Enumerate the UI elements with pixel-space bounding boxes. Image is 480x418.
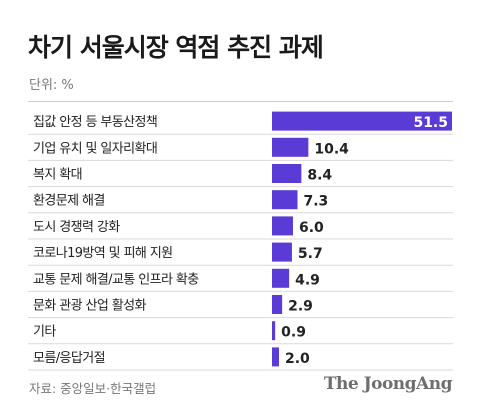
category-label: 문화 관광 산업 활성화	[33, 299, 146, 314]
unit-label: 단위: %	[29, 78, 74, 93]
source-note: 자료: 중앙일보·한국갤럽	[29, 381, 157, 396]
bar	[272, 242, 292, 262]
category-label: 코로나19방역 및 피해 지원	[33, 246, 173, 261]
category-label: 기타	[33, 325, 56, 340]
category-label: 집값 안정 등 부동산정책	[33, 115, 157, 130]
bar	[272, 164, 302, 183]
bar	[272, 347, 279, 367]
value-label: 0.9	[281, 325, 306, 341]
value-label: 2.9	[288, 299, 313, 315]
bar	[272, 295, 283, 314]
bar	[272, 321, 276, 341]
value-label: 5.7	[298, 246, 323, 262]
category-label: 도시 경쟁력 강화	[33, 220, 120, 235]
category-label: 교통 문제 해결/교통 인프라 확충	[33, 272, 199, 287]
value-label: 4.9	[295, 272, 320, 288]
bar	[272, 137, 309, 157]
category-label: 복지 확대	[33, 168, 82, 183]
top-divider	[28, 101, 453, 102]
bar	[272, 268, 290, 288]
value-label: 51.5	[413, 115, 448, 131]
value-label: 7.3	[304, 194, 329, 210]
category-label: 환경문제 해결	[33, 194, 105, 209]
value-label: 6.0	[299, 220, 324, 236]
bar	[272, 111, 452, 131]
publisher-logo: The JoongAng	[323, 374, 453, 394]
bar	[272, 190, 298, 210]
category-label: 기업 유치 및 일자리확대	[33, 141, 157, 156]
category-label: 모름/응답거절	[33, 351, 105, 366]
value-label: 8.4	[307, 168, 332, 184]
value-label: 2.0	[285, 351, 310, 367]
chart-title: 차기 서울시장 역점 추진 과제	[28, 33, 324, 62]
bar	[272, 216, 293, 236]
value-label: 10.4	[314, 141, 349, 157]
